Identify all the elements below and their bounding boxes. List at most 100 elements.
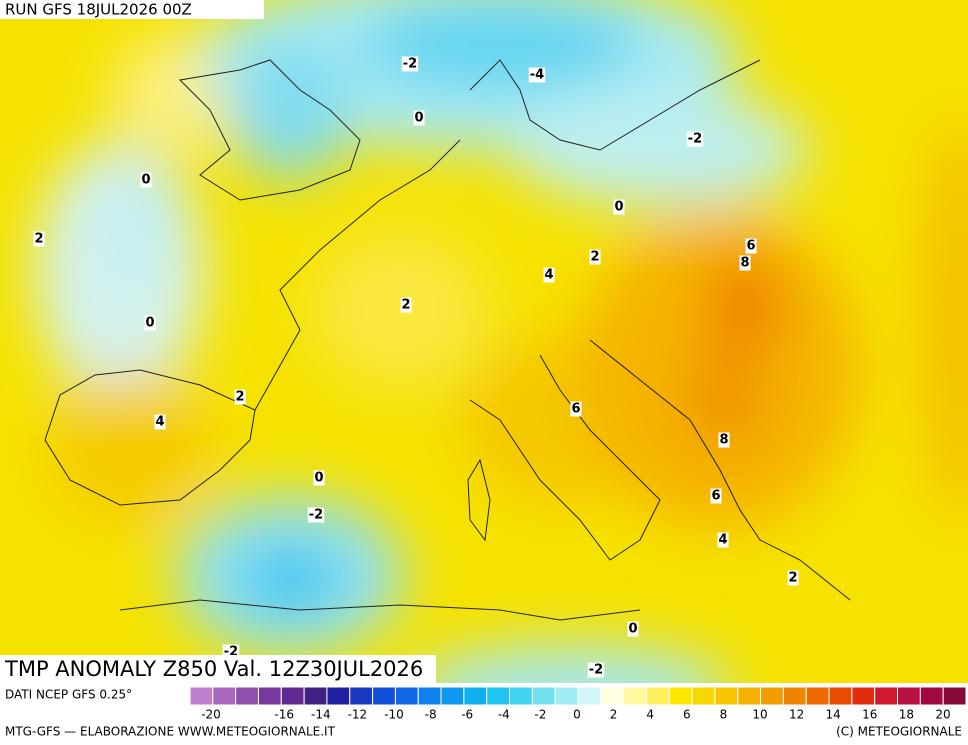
colorbar-swatch	[303, 686, 328, 706]
colorbar-swatch	[897, 686, 921, 706]
colorbar-tick-label: -8	[425, 708, 437, 722]
colorbar-swatch	[257, 686, 282, 706]
contour-label-bg	[587, 662, 605, 678]
colorbar-swatch	[372, 686, 396, 706]
contour-label: 8	[719, 433, 728, 448]
contour-label-bg	[400, 297, 412, 313]
contour-label-bg	[528, 67, 546, 83]
contour-label-bg	[401, 56, 419, 72]
contour-label-bg	[745, 238, 757, 254]
field-blob	[411, 645, 729, 683]
map-title: TMP ANOMALY Z850 Val. 12Z30JUL2026	[4, 657, 423, 681]
colorbar-tick-label: -6	[461, 708, 473, 722]
colorbar-swatch	[691, 686, 716, 706]
colorbar-swatch	[394, 686, 419, 706]
colorbar-swatch	[463, 686, 488, 706]
copyright-label: (C) METEOGIORNALE	[836, 725, 962, 739]
coastline	[589, 339, 851, 601]
contour-label-bg	[154, 414, 166, 430]
colorbar-swatch	[714, 686, 739, 706]
colorbar-swatch	[874, 686, 899, 706]
colorbar-swatch	[919, 686, 944, 706]
colorbar-tick-label: -20	[201, 708, 221, 722]
contour-label: 2	[34, 232, 43, 247]
colorbar-tick-label: 18	[899, 708, 914, 722]
title-box	[0, 655, 436, 683]
contour-label: 0	[628, 622, 637, 637]
colorbar-swatch	[942, 686, 967, 706]
contour-label: 0	[145, 316, 154, 331]
contour-label: 4	[155, 415, 164, 430]
colorbar-tick-label: 14	[826, 708, 841, 722]
contour-label-bg	[589, 249, 601, 265]
contour-label-bg	[627, 621, 639, 637]
colorbar-tick-label: 2	[610, 708, 618, 722]
colorbar-swatch	[760, 686, 784, 706]
credit-label: MTG-GFS — ELABORAZIONE WWW.METEOGIORNALE…	[5, 725, 336, 739]
colorbar-swatch	[851, 686, 876, 706]
coastline	[254, 139, 461, 411]
contour-label: 2	[235, 390, 244, 405]
colorbar-tick-label: 12	[789, 708, 804, 722]
contour-label-bg	[543, 267, 555, 283]
colorbar: -20 -16 -14 -12 -10 -8 -6 -4 -2 0 2 4 6 8 10 12 14 16 18 20	[189, 686, 967, 722]
contour-label-bg	[686, 131, 704, 147]
contour-label: 6	[711, 489, 720, 504]
run-box	[0, 0, 264, 19]
colorbar-swatch	[554, 686, 579, 706]
contour-label-bg	[313, 470, 325, 486]
contour-label: 0	[414, 111, 423, 126]
colorbar-swatch	[212, 686, 237, 706]
colorbar-swatch	[486, 686, 511, 706]
source-label: DATI NCEP GFS 0.25°	[5, 688, 132, 702]
contour-label-bg	[739, 255, 751, 271]
colorbar-swatch	[737, 686, 762, 706]
coastline	[44, 369, 256, 506]
contour-label: 4	[544, 268, 553, 283]
contour-label: -4	[530, 68, 544, 83]
colorbar-tick-label: -12	[348, 708, 368, 722]
field-blob	[310, 230, 490, 390]
colorbar-swatch	[509, 686, 533, 706]
contour-label-bg	[710, 488, 722, 504]
contour-label: 2	[590, 250, 599, 265]
colorbar-swatch	[668, 686, 693, 706]
anomaly-field	[35, 0, 968, 683]
contour-label: 0	[141, 173, 150, 188]
field-blob	[707, 255, 783, 355]
coastline	[469, 354, 661, 561]
contour-label-bg	[718, 432, 730, 448]
colorbar-tick-label: 8	[720, 708, 728, 722]
contour-label: 0	[314, 471, 323, 486]
colorbar-swatch	[349, 686, 374, 706]
field-blob	[360, 0, 640, 90]
colorbar-swatch	[189, 686, 214, 706]
field-blob	[45, 375, 215, 525]
colorbar-tick-label: -16	[274, 708, 294, 722]
colorbar-tick-label: -14	[311, 708, 331, 722]
field-blob	[685, 340, 765, 450]
contour-label-bg	[307, 507, 325, 523]
colorbar-swatch	[645, 686, 670, 706]
contour-label-bg	[33, 231, 45, 247]
contour-label: 6	[746, 239, 755, 254]
contour-label-bg	[413, 110, 425, 126]
colorbar-swatch	[600, 686, 625, 706]
contour-label-bg	[613, 199, 625, 215]
contour-label-bg	[140, 172, 152, 188]
colorbar-tick-label: 20	[935, 708, 950, 722]
contour-label: 6	[571, 402, 580, 417]
colorbar-swatch	[326, 686, 351, 706]
contour-label: -2	[589, 663, 603, 678]
run-label: RUN GFS 18JUL2026 00Z	[5, 1, 192, 19]
contour-label-bg	[570, 401, 582, 417]
colorbar-tick-label: -2	[534, 708, 546, 722]
coastline	[469, 59, 761, 151]
colorbar-swatch	[623, 686, 647, 706]
contour-label-bg	[234, 389, 246, 405]
colorbar-tick-label: 6	[683, 708, 691, 722]
field-blob	[100, 160, 180, 280]
contour-label: 2	[401, 298, 410, 313]
colorbar-swatch	[828, 686, 853, 706]
